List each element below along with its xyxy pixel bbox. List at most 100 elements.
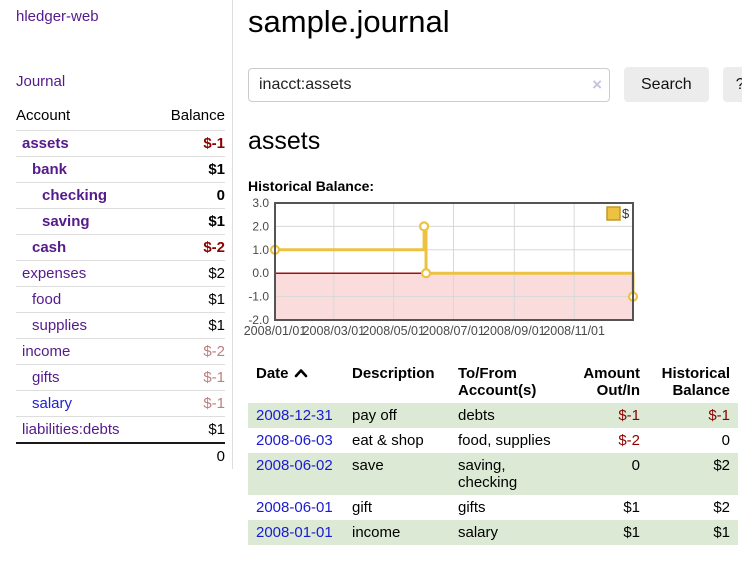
svg-text:-2.0: -2.0 xyxy=(248,313,269,327)
transaction-balance: 0 xyxy=(721,432,730,449)
transaction-date-link[interactable]: 2008-06-02 xyxy=(256,457,333,474)
account-link-liabilities-debts[interactable]: liabilities:debts xyxy=(22,421,120,438)
transaction-accounts: food, supplies xyxy=(458,432,551,449)
account-row-food: food $1 xyxy=(16,286,225,313)
transaction-accounts: debts xyxy=(458,407,495,424)
transaction-description: income xyxy=(352,524,401,541)
chart-canvas: 3.0 2.0 1.0 0.0 -1.0 -2.02008/01/012008/03/01… xyxy=(244,196,639,338)
transaction-amount: $-1 xyxy=(618,407,640,424)
account-balance: $-2 xyxy=(153,338,225,365)
account-balance: $1 xyxy=(153,208,225,235)
account-balance: $-1 xyxy=(153,364,225,391)
account-row-expenses: expenses $2 xyxy=(16,260,225,287)
balance-column-header: Balance xyxy=(170,107,225,124)
account-link-expenses[interactable]: expenses xyxy=(22,265,87,282)
svg-text:1.0: 1.0 xyxy=(252,243,269,257)
amount-column-header: Amount Out/In xyxy=(583,365,640,399)
page-title: sample.journal xyxy=(248,4,450,39)
svg-text:2008/03/01: 2008/03/01 xyxy=(303,324,366,338)
app-title-link[interactable]: hledger-web xyxy=(16,8,99,25)
svg-text:3.0: 3.0 xyxy=(252,196,269,210)
transaction-accounts: salary xyxy=(458,524,499,541)
account-link-supplies[interactable]: supplies xyxy=(32,317,88,334)
tofrom-column-header: To/From Account(s) xyxy=(458,365,537,399)
transaction-accounts: gifts xyxy=(458,499,486,516)
account-column-header: Account xyxy=(16,107,71,124)
date-column-header[interactable]: Date xyxy=(248,361,344,403)
svg-text:2008/01/01: 2008/01/01 xyxy=(244,324,307,338)
svg-text:2008/11/01: 2008/11/01 xyxy=(543,324,605,338)
svg-text:2.0: 2.0 xyxy=(252,219,269,233)
account-balance: $2 xyxy=(153,260,225,287)
sidebar: hledger-web Journal Account Balance asse… xyxy=(0,0,233,469)
svg-text:-1.0: -1.0 xyxy=(248,290,269,304)
account-link-salary[interactable]: salary xyxy=(32,395,73,412)
transaction-balance: $2 xyxy=(713,499,730,516)
register-row: 2008-06-01 gift gifts $1 $2 xyxy=(248,495,738,520)
main-content: sample.journal × Search ? assets Histori… xyxy=(233,0,742,545)
account-row-gifts: gifts $-1 xyxy=(16,364,225,391)
accounts-header-row: Account Balance xyxy=(16,104,225,131)
clear-search-icon[interactable]: × xyxy=(592,74,602,94)
svg-text:2008/07/01: 2008/07/01 xyxy=(422,324,485,338)
account-row-supplies: supplies $1 xyxy=(16,312,225,339)
account-link-assets[interactable]: assets xyxy=(22,135,69,152)
svg-text:0.0: 0.0 xyxy=(252,266,269,280)
transaction-amount: $1 xyxy=(623,524,640,541)
account-link-cash[interactable]: cash xyxy=(32,239,67,256)
account-link-bank[interactable]: bank xyxy=(32,161,68,178)
account-row-saving: saving $1 xyxy=(16,208,225,235)
description-column-header: Description xyxy=(352,365,435,382)
account-balance: $1 xyxy=(153,416,225,443)
accounts-total-balance: 0 xyxy=(153,442,225,469)
account-row-liabilities-debts: liabilities:debts $1 xyxy=(16,416,225,443)
account-balance: $1 xyxy=(153,286,225,313)
account-row-assets: assets $-1 xyxy=(16,130,225,157)
accounts-table: Account Balance assets $-1 bank $1 check… xyxy=(16,104,225,469)
search-box: × xyxy=(248,67,610,102)
register-row: 2008-12-31 pay off debts $-1 $-1 xyxy=(248,403,738,428)
register-row: 2008-06-02 save saving, checking 0 $2 xyxy=(248,453,738,495)
account-heading: assets xyxy=(248,127,321,155)
transaction-amount: $1 xyxy=(623,499,640,516)
historical-balance-chart: 3.0 2.0 1.0 0.0 -1.0 -2.0 2008/01/01 2008/03/01… xyxy=(244,196,742,341)
register-row: 2008-01-01 income salary $1 $1 xyxy=(248,520,738,545)
account-row-checking: checking 0 xyxy=(16,182,225,209)
transaction-balance: $-1 xyxy=(708,407,730,424)
sidebar-item-journal[interactable]: Journal xyxy=(16,73,66,90)
sort-ascending-icon xyxy=(294,365,308,382)
account-balance: $1 xyxy=(153,156,225,183)
svg-text:2008/05/01: 2008/05/01 xyxy=(362,324,425,338)
transaction-amount: $-2 xyxy=(618,432,640,449)
transaction-description: gift xyxy=(352,499,373,516)
transaction-date-link[interactable]: 2008-06-03 xyxy=(256,432,333,449)
balance-column-header: Historical Balance xyxy=(661,365,730,399)
chart-label: Historical Balance: xyxy=(248,178,375,194)
account-link-food[interactable]: food xyxy=(32,291,62,308)
account-row-income: income $-2 xyxy=(16,338,225,365)
search-input[interactable] xyxy=(248,67,610,102)
account-link-income[interactable]: income xyxy=(22,343,71,360)
account-balance: 0 xyxy=(153,182,225,209)
transaction-date-link[interactable]: 2008-01-01 xyxy=(256,524,333,541)
account-balance: $-2 xyxy=(153,234,225,261)
transaction-accounts: saving, checking xyxy=(458,457,518,491)
account-link-checking[interactable]: checking xyxy=(42,187,108,204)
svg-text:2008/09/01: 2008/09/01 xyxy=(483,324,546,338)
search-button[interactable]: Search xyxy=(624,67,709,102)
account-balance: $-1 xyxy=(153,390,225,417)
transaction-description: save xyxy=(352,457,384,474)
transaction-amount: 0 xyxy=(631,457,640,474)
svg-text:$: $ xyxy=(622,206,630,221)
account-link-saving[interactable]: saving xyxy=(42,213,90,230)
help-button[interactable]: ? xyxy=(722,67,742,102)
transaction-date-link[interactable]: 2008-06-01 xyxy=(256,499,333,516)
transaction-description: pay off xyxy=(352,407,397,424)
register-row: 2008-06-03 eat & shop food, supplies $-2… xyxy=(248,428,738,453)
account-link-gifts[interactable]: gifts xyxy=(32,369,60,386)
account-row-bank: bank $1 xyxy=(16,156,225,183)
account-balance: $1 xyxy=(153,312,225,339)
accounts-total-row: 0 xyxy=(16,442,225,469)
transaction-date-link[interactable]: 2008-12-31 xyxy=(256,407,333,424)
account-row-cash: cash $-2 xyxy=(16,234,225,261)
